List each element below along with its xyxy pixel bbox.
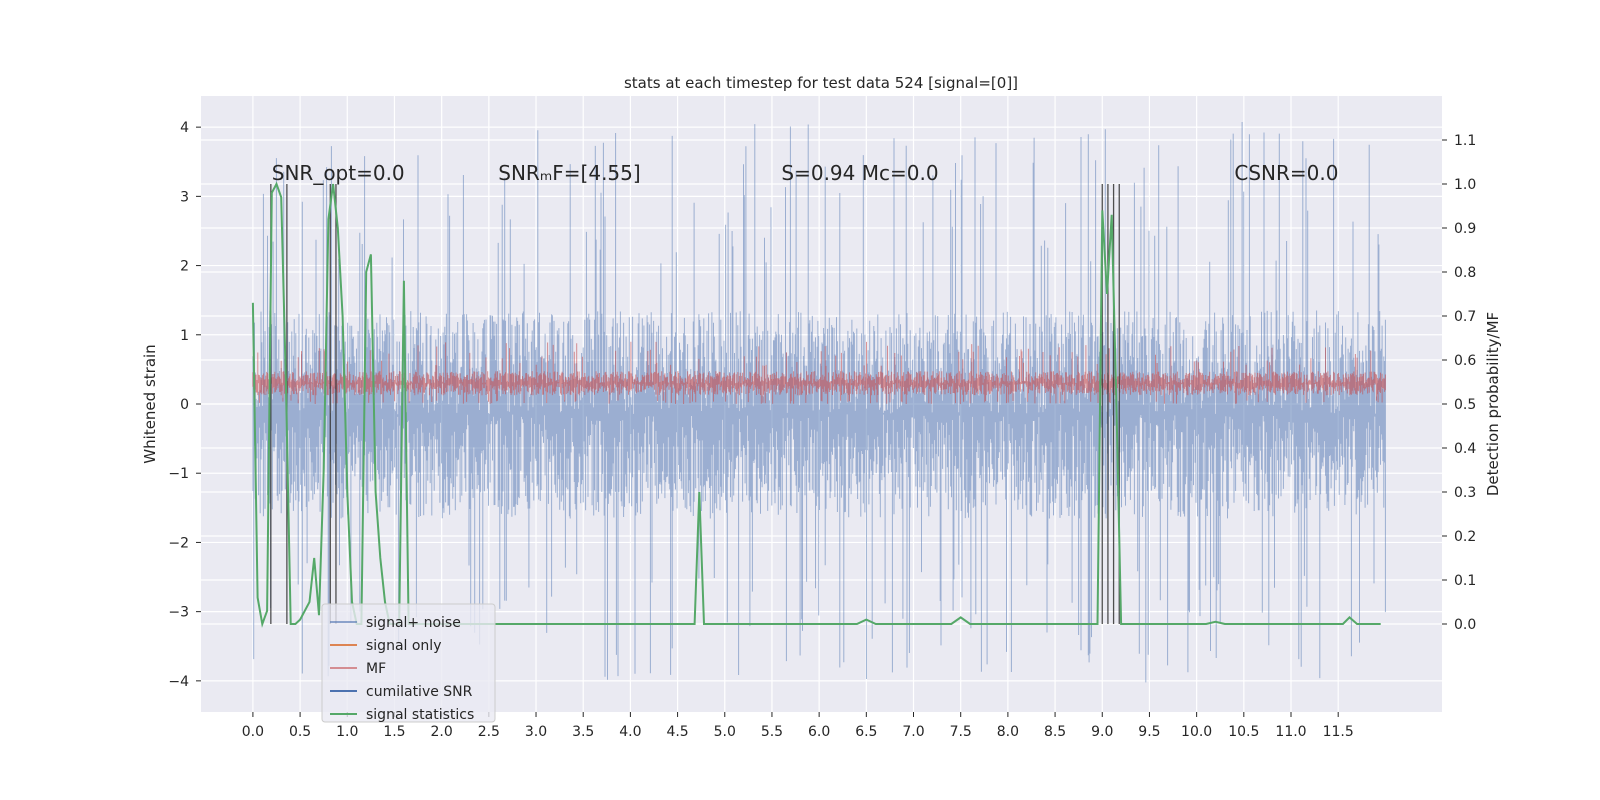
series-trace: [252, 341, 1386, 404]
x-tick-label: 5.5: [761, 724, 783, 740]
legend-label: signal statistics: [366, 707, 474, 723]
y-tick-label-right: 0.0: [1454, 617, 1476, 633]
x-tick-label: 3.0: [525, 724, 547, 740]
x-tick-label: 1.0: [336, 724, 358, 740]
axes: 0.0 0.5 1.0 1.5 2.0 2.5 3.0 3.5 4.0 4.5 5.0 5.5 6.0 6…: [168, 120, 1476, 740]
series-mf: [252, 341, 1386, 404]
y-tick-label-right: 0.3: [1454, 485, 1476, 501]
legend: signal+ noise signal only MF cumilative SNR…: [321, 603, 496, 723]
y-tick-label: −4: [168, 674, 189, 690]
y-tick-label-right: 0.8: [1454, 265, 1476, 281]
data-layer: [251, 122, 1386, 683]
x-tick-label: 10.0: [1181, 724, 1212, 740]
y-axis-label: Whitened strain: [141, 344, 159, 463]
y-tick-label-right: 1.1: [1454, 133, 1476, 149]
x-tick-label: 7.5: [950, 724, 972, 740]
x-tick-label: 7.0: [902, 724, 924, 740]
x-tick-label: 6.0: [808, 724, 830, 740]
x-tick-label: 5.0: [714, 724, 736, 740]
annotation-text: SNR_opt=0.0: [272, 161, 405, 185]
legend-label: signal+ noise: [366, 615, 461, 631]
x-tick-label: 2.5: [478, 724, 500, 740]
y-tick-label: 1: [180, 328, 189, 344]
chart-title: stats at each timestep for test data 524…: [624, 74, 1018, 92]
y-tick-label-right: 0.9: [1454, 221, 1476, 237]
x-tick-label: 10.5: [1228, 724, 1259, 740]
x-tick-label: 1.5: [383, 724, 405, 740]
y-tick-label: −3: [168, 605, 189, 621]
x-tick-label: 4.0: [619, 724, 641, 740]
legend-label: signal only: [366, 638, 441, 654]
y-tick-label: −2: [168, 535, 189, 551]
y-tick-label: 3: [180, 189, 189, 205]
annotation-text: SNRₘF=[4.55]: [498, 161, 640, 185]
y-tick-label: 0: [180, 397, 189, 413]
x-tick-label: 11.5: [1323, 724, 1354, 740]
y-tick-label-right: 0.1: [1454, 573, 1476, 589]
annotation-text: S=0.94 Mᴄ=0.0: [781, 161, 938, 185]
y-tick-label-right: 0.2: [1454, 529, 1476, 545]
y-tick-label: −1: [168, 466, 189, 482]
legend-label: cumilative SNR: [366, 684, 473, 700]
y-tick-label-right: 0.7: [1454, 309, 1476, 325]
y-axis-label-right: Detection probability/MF: [1484, 312, 1502, 496]
y-tick-label-right: 0.6: [1454, 353, 1476, 369]
x-tick-label: 3.5: [572, 724, 594, 740]
x-tick-label: 9.5: [1138, 724, 1160, 740]
y-tick-label-right: 0.4: [1454, 441, 1476, 457]
legend-box: [321, 603, 496, 723]
y-tick-label-right: 0.5: [1454, 397, 1476, 413]
x-tick-label: 4.5: [666, 724, 688, 740]
x-tick-label: 6.5: [855, 724, 877, 740]
x-tick-label: 8.5: [1044, 724, 1066, 740]
x-tick-label: 2.0: [431, 724, 453, 740]
x-tick-label: 0.0: [242, 724, 264, 740]
y-tick-label-right: 1.0: [1454, 177, 1476, 193]
x-tick-label: 0.5: [289, 724, 311, 740]
y-tick-label: 4: [180, 120, 189, 136]
annotation-text: CSNR=0.0: [1234, 161, 1338, 185]
legend-label: MF: [366, 661, 386, 677]
y-tick-label: 2: [180, 259, 189, 275]
x-tick-label: 11.0: [1275, 724, 1306, 740]
x-tick-label: 8.0: [997, 724, 1019, 740]
annotations: SNR_opt=0.0 SNRₘF=[4.55] S=0.94 Mᴄ=0.0 CSNR…: [272, 161, 1339, 185]
x-tick-label: 9.0: [1091, 724, 1113, 740]
